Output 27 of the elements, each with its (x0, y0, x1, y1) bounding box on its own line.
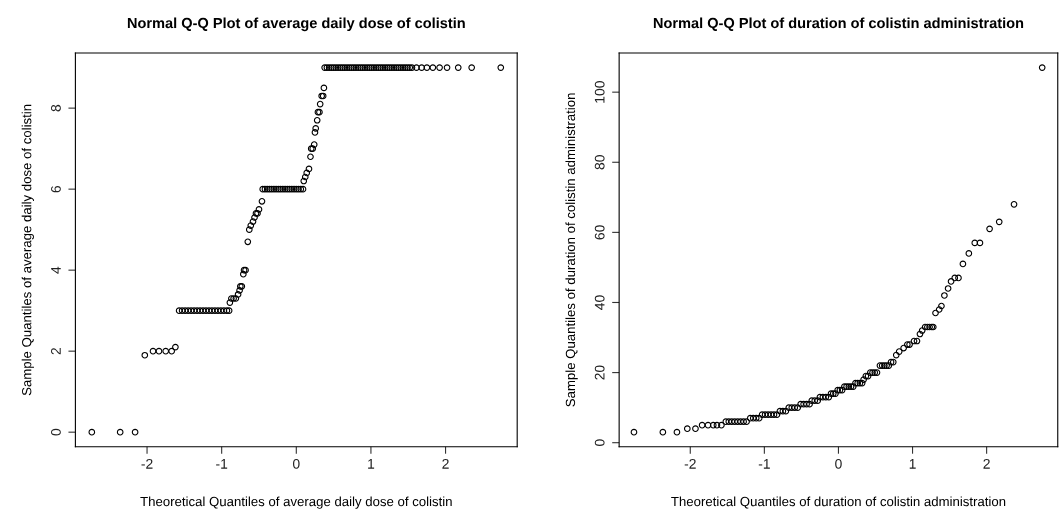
y-tick-label: 40 (594, 295, 605, 310)
y-axis-title: Sample Quantiles of duration of colistin administration (565, 93, 578, 407)
x-tick-label: 2 (983, 458, 990, 469)
x-tick-label: 1 (368, 459, 375, 469)
y-tick-label: 4 (51, 266, 61, 274)
y-tick-label: 2 (51, 348, 61, 355)
y-axis-title: Sample Quantiles of average daily dose of colistin (21, 104, 34, 396)
y-tick-label: 8 (51, 104, 61, 112)
x-tick-label: -1 (758, 459, 770, 469)
y-tick-label: 100 (594, 81, 605, 103)
chart-title: Normal Q-Q Plot of duration of colistin administration (653, 17, 1024, 31)
y-tick-label: 20 (594, 365, 605, 380)
y-tick-label: 0 (594, 439, 605, 447)
chart-title: Normal Q-Q Plot of average daily dose of colistin (127, 17, 465, 32)
x-tick-label: -2 (141, 458, 153, 469)
y-tick-label: 60 (594, 225, 605, 240)
x-tick-label: -2 (684, 458, 696, 469)
x-tick-label: 0 (835, 458, 842, 469)
x-axis-title: Theoretical Quantiles of average daily dose of colistin (140, 496, 452, 509)
x-axis-title: Theoretical Quantiles of duration of colistin administration (671, 496, 1006, 509)
y-tick-label: 6 (51, 185, 61, 193)
x-tick-label: 2 (442, 458, 449, 469)
x-tick-label: 1 (909, 459, 916, 469)
x-tick-label: -1 (216, 459, 228, 469)
y-tick-label: 0 (51, 428, 61, 436)
y-tick-label: 80 (594, 155, 605, 170)
x-tick-label: 0 (292, 458, 300, 469)
